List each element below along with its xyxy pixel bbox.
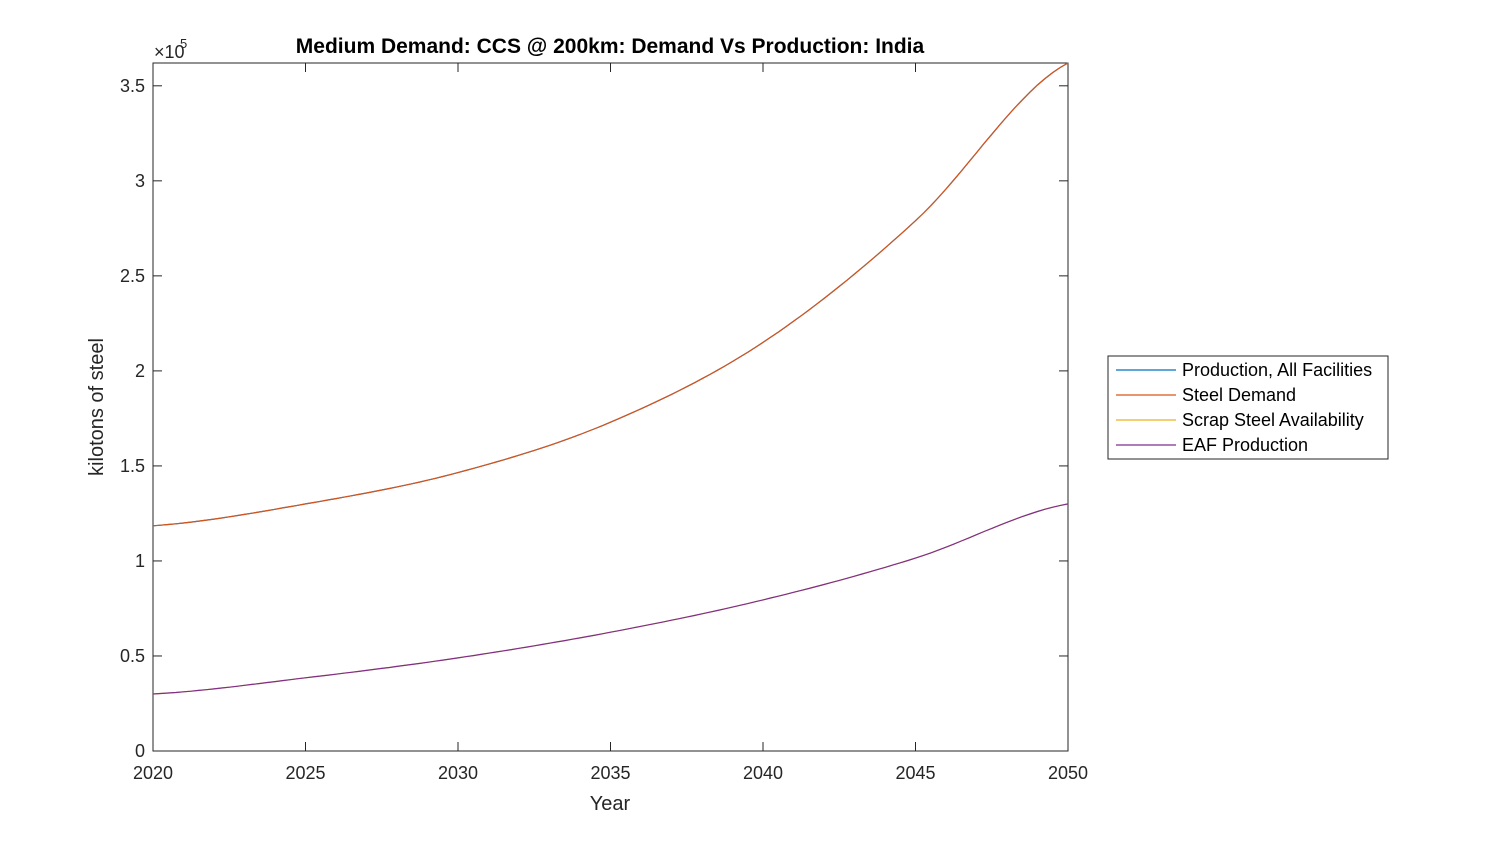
y-tick-label: 2: [135, 361, 145, 381]
series-lines: [152, 62, 1069, 695]
x-axis-label: Year: [590, 793, 631, 815]
y-tick-label: 1.5: [120, 456, 145, 476]
y-tick-label: 1: [135, 551, 145, 571]
y-axis-label: kilotons of steel: [86, 338, 108, 476]
y-tick-label: 0: [135, 741, 145, 761]
plot-area: [152, 62, 1069, 752]
legend-entry: EAF Production: [1182, 435, 1308, 455]
y-tick-label: 3: [135, 171, 145, 191]
legend-entry: Scrap Steel Availability: [1182, 410, 1364, 430]
y-tick-label: 3.5: [120, 76, 145, 96]
axis-ticks: 2020 2025 2030 2035 2040 2045 2050 0 0.5 1 1.5 2 2.5…: [120, 63, 1088, 783]
plot-box: [152, 62, 1069, 752]
x-tick-label: 2020: [133, 763, 173, 783]
series-line-4: [152, 503, 1069, 695]
x-tick-label: 2035: [590, 763, 630, 783]
legend-box: [1107, 355, 1389, 460]
x-tick-label: 2045: [895, 763, 935, 783]
x-tick-label: 2025: [285, 763, 325, 783]
series-line-2: [152, 62, 1069, 527]
y-tick-label: 0.5: [120, 646, 145, 666]
legend-entry: Production, All Facilities: [1182, 360, 1372, 380]
x-tick-label: 2030: [438, 763, 478, 783]
x-tick-label: 2050: [1048, 763, 1088, 783]
legend: Production, All Facilities Steel Demand Sc…: [1107, 355, 1389, 460]
x-tick-label: 2040: [743, 763, 783, 783]
y-exponent-base: ×10: [154, 42, 185, 62]
y-exponent-power: 5: [180, 36, 187, 51]
chart-title: Medium Demand: CCS @ 200km: Demand Vs Pr…: [296, 35, 925, 58]
legend-entry: Steel Demand: [1182, 385, 1296, 405]
y-tick-label: 2.5: [120, 266, 145, 286]
y-axis-exponent: ×10 5: [154, 36, 187, 62]
